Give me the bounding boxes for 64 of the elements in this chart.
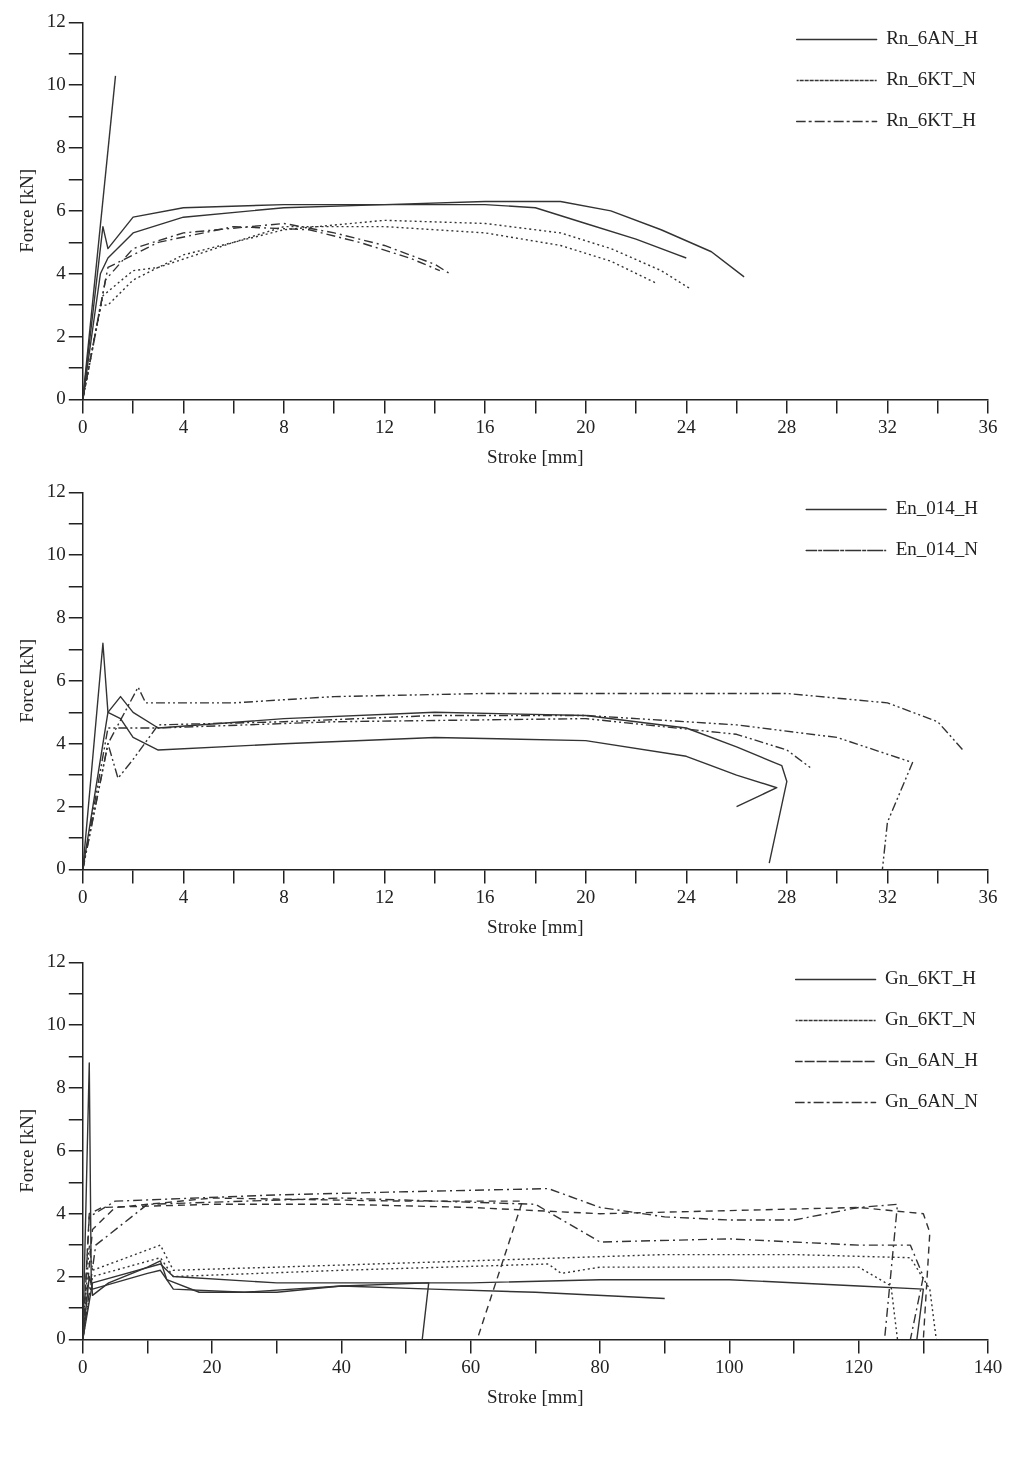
- y-axis-title: Force [kN]: [16, 638, 38, 723]
- y-tick-label: 6: [56, 1138, 66, 1160]
- legend-label: Gn_6AN_H: [885, 1049, 979, 1071]
- legend-label: Gn_6AN_N: [885, 1090, 979, 1112]
- y-tick-label: 8: [56, 136, 66, 158]
- x-tick-label: 32: [877, 885, 897, 907]
- y-tick-label: 10: [46, 543, 66, 565]
- x-tick-label: 0: [78, 415, 88, 437]
- y-tick-label: 8: [56, 606, 66, 628]
- legend-label: Rn_6KT_N: [886, 68, 977, 90]
- y-tick-label: 6: [56, 198, 66, 220]
- x-tick-label: 40: [331, 1355, 351, 1377]
- y-tick-label: 10: [46, 1013, 66, 1035]
- x-tick-label: 12: [375, 415, 395, 437]
- x-tick-label: 0: [78, 1355, 88, 1377]
- y-axis-title: Force [kN]: [16, 168, 38, 253]
- x-tick-label: 100: [715, 1355, 744, 1377]
- x-tick-label: 24: [676, 415, 697, 437]
- y-tick-label: 6: [56, 668, 66, 690]
- y-tick-label: 8: [56, 1076, 66, 1098]
- y-tick-label: 12: [46, 950, 66, 972]
- y-tick-label: 4: [56, 261, 67, 283]
- y-tick-label: 10: [46, 73, 66, 95]
- x-tick-label: 36: [978, 885, 998, 907]
- legend-label: En_014_H: [895, 497, 979, 519]
- x-tick-label: 28: [777, 885, 797, 907]
- legend-label: Gn_6KT_N: [885, 1008, 977, 1030]
- x-tick-label: 60: [461, 1355, 481, 1377]
- y-axis-title: Force [kN]: [16, 1108, 38, 1193]
- x-tick-label: 28: [777, 415, 797, 437]
- y-tick-label: 2: [56, 324, 66, 346]
- x-tick-label: 20: [576, 415, 596, 437]
- x-tick-label: 140: [973, 1355, 1003, 1377]
- x-tick-label: 120: [844, 1355, 873, 1377]
- legend-label: Rn_6KT_H: [886, 109, 977, 131]
- x-tick-label: 20: [576, 885, 596, 907]
- x-tick-label: 0: [78, 885, 88, 907]
- y-tick-label: 12: [46, 480, 66, 502]
- legend-label: En_014_N: [895, 538, 979, 560]
- x-tick-label: 16: [475, 415, 495, 437]
- y-tick-label: 4: [56, 1201, 67, 1223]
- x-axis-title: Stroke [mm]: [487, 1385, 584, 1407]
- x-tick-label: 80: [590, 1355, 610, 1377]
- y-tick-label: 2: [56, 794, 66, 816]
- legend-label: Gn_6KT_H: [885, 967, 977, 989]
- x-tick-label: 8: [279, 885, 289, 907]
- y-tick-label: 12: [46, 10, 66, 32]
- x-tick-label: 32: [877, 415, 897, 437]
- x-tick-label: 4: [178, 885, 189, 907]
- y-tick-label: 4: [56, 731, 67, 753]
- y-tick-label: 0: [56, 857, 66, 879]
- x-tick-label: 16: [475, 885, 495, 907]
- x-tick-label: 36: [978, 415, 998, 437]
- y-tick-label: 0: [56, 1327, 66, 1349]
- x-tick-label: 8: [279, 415, 289, 437]
- x-axis-title: Stroke [mm]: [487, 915, 584, 937]
- x-axis-title: Stroke [mm]: [487, 445, 584, 467]
- legend-label: Rn_6AN_H: [886, 27, 979, 49]
- y-tick-label: 0: [56, 387, 66, 409]
- y-tick-label: 2: [56, 1264, 66, 1286]
- x-tick-label: 4: [178, 415, 189, 437]
- x-tick-label: 20: [202, 1355, 222, 1377]
- x-tick-label: 12: [375, 885, 395, 907]
- x-tick-label: 24: [676, 885, 697, 907]
